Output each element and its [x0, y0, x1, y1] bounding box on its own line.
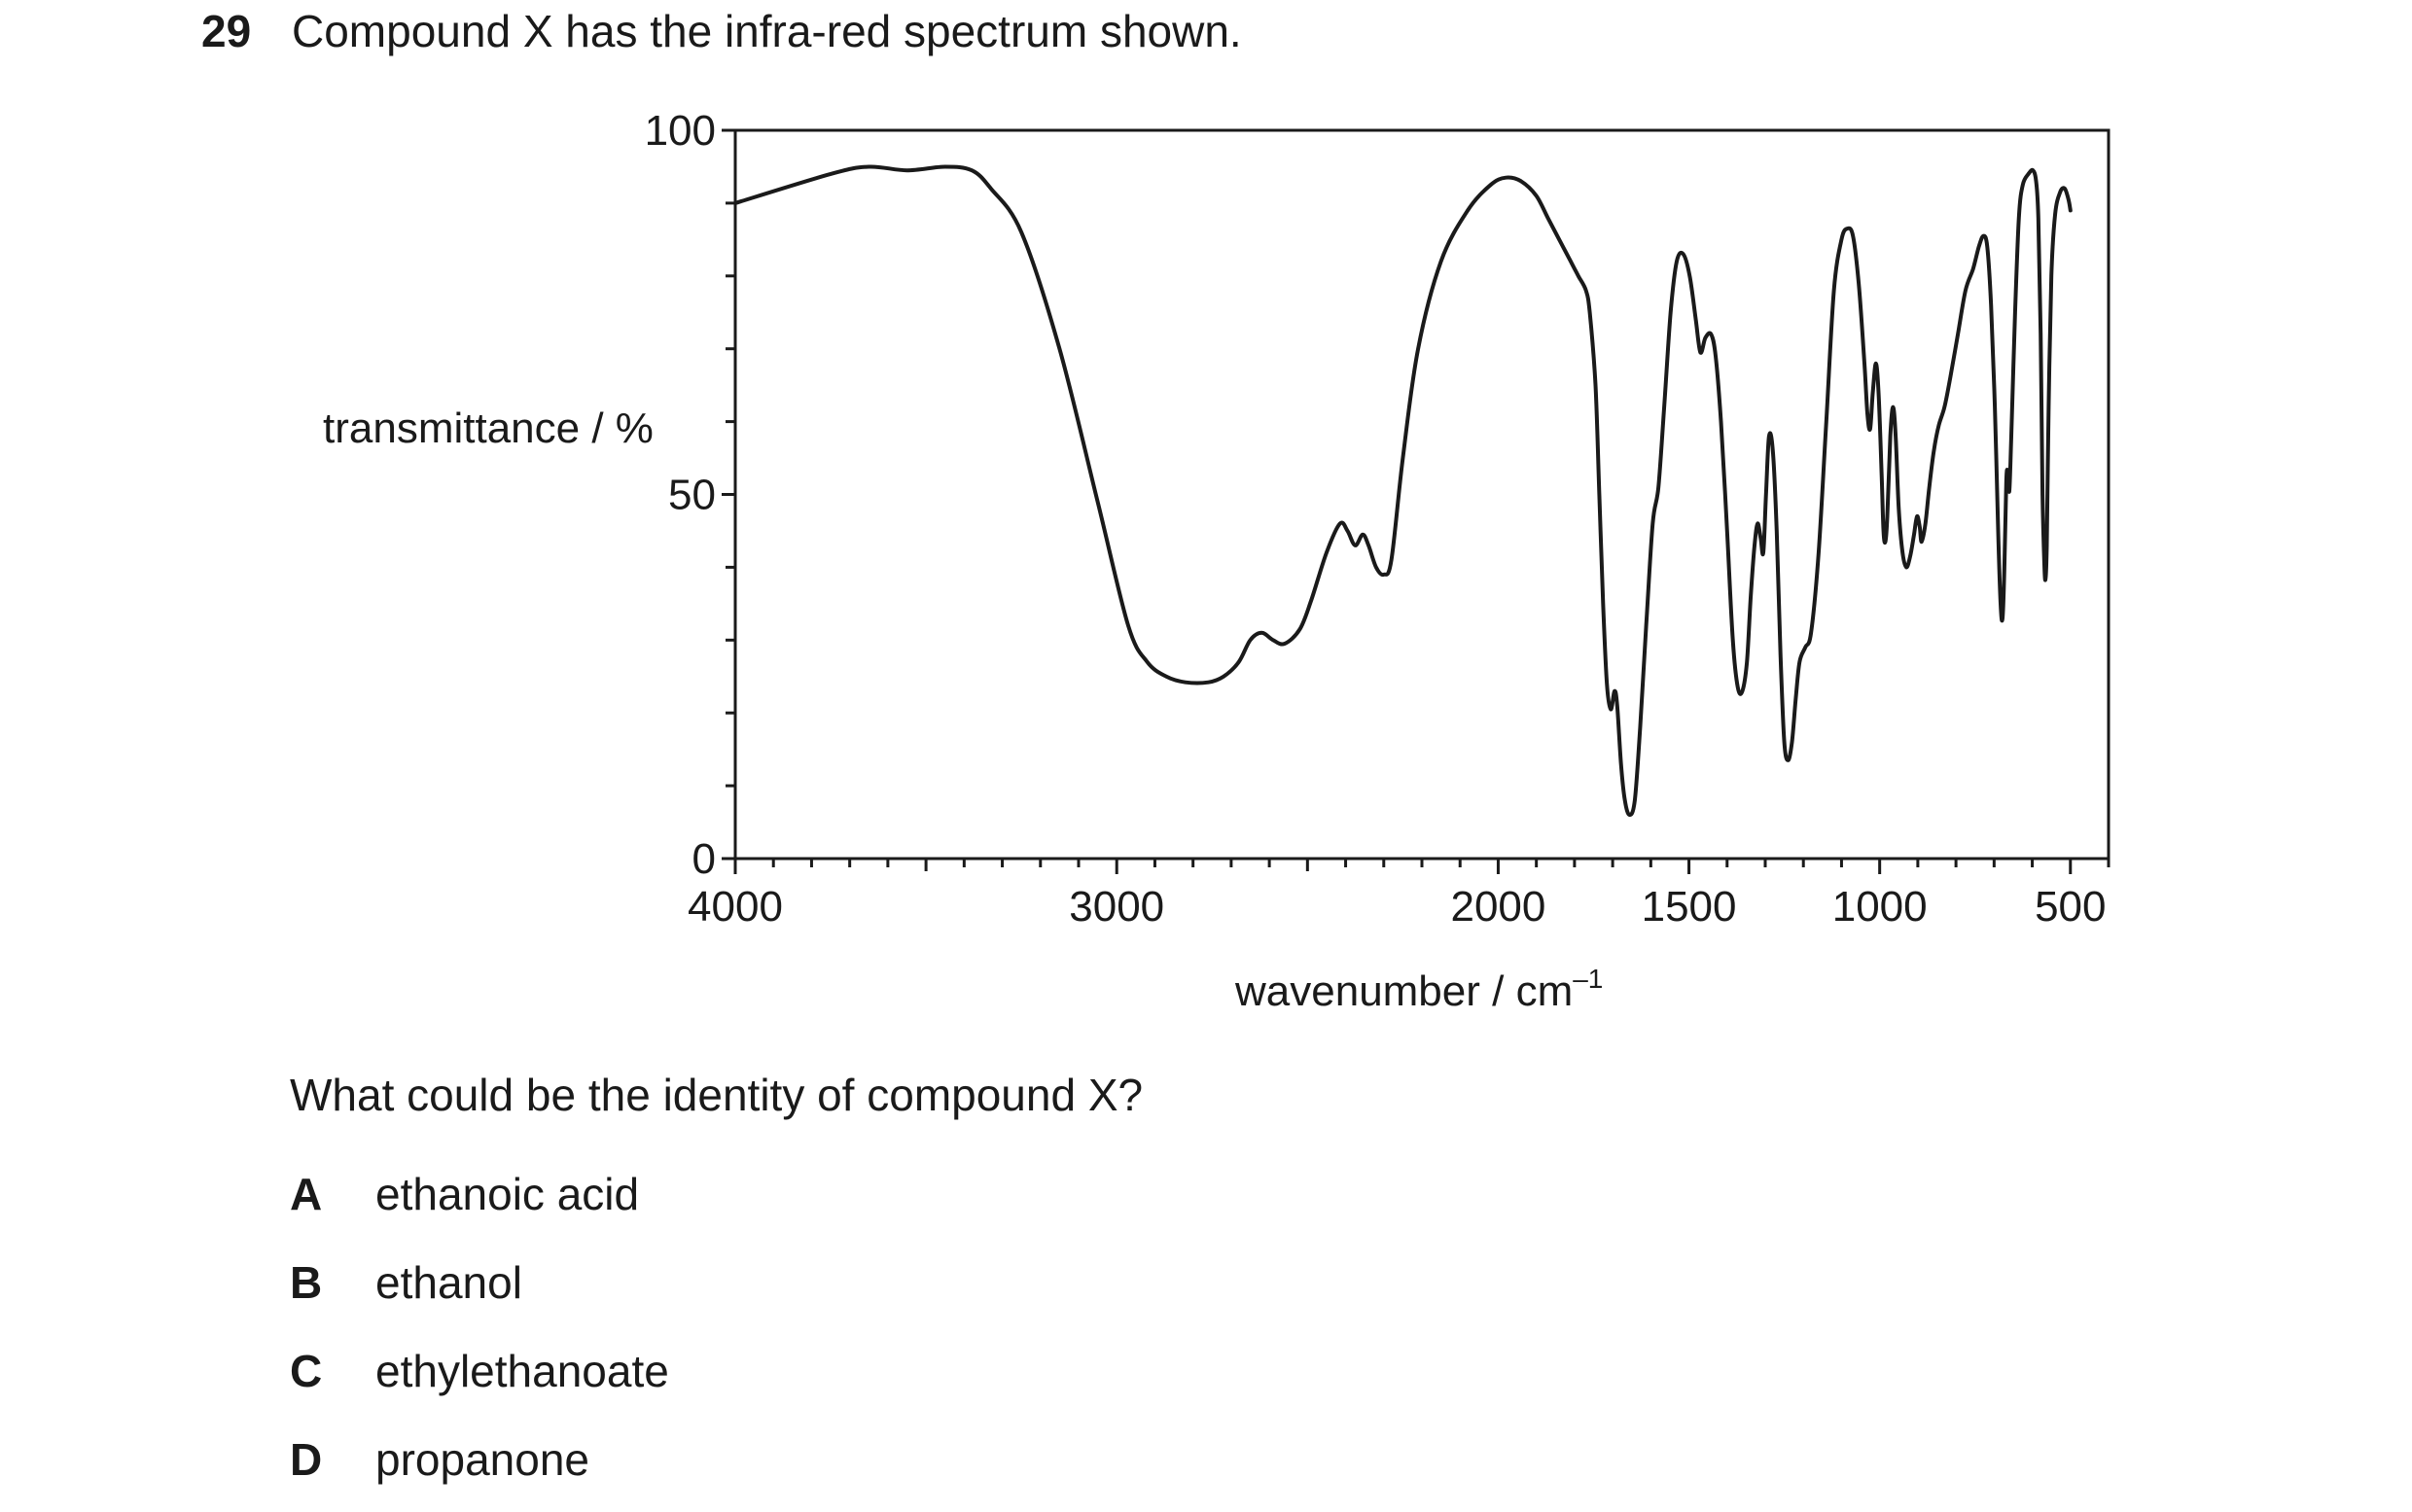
y-axis-label: transmittance / %: [323, 404, 654, 452]
x-tick-label: 1000: [1832, 883, 1928, 931]
x-tick-label: 3000: [1069, 883, 1164, 931]
plot-frame: [733, 128, 2110, 861]
option-c-letter: C: [290, 1346, 323, 1396]
option-d-text: propanone: [375, 1434, 589, 1485]
x-axis-ticks: [733, 859, 2110, 874]
spectrum-line: [733, 164, 2073, 818]
option-c-text: ethylethanoate: [375, 1346, 669, 1396]
option-b-text: ethanol: [375, 1257, 522, 1308]
y-tick-label: 100: [645, 107, 716, 155]
x-tick-label: 2000: [1450, 883, 1545, 931]
y-axis-ticks: [722, 128, 735, 861]
x-tick-label: 4000: [688, 883, 783, 931]
y-tick-label: 0: [692, 835, 716, 883]
option-d-letter: D: [290, 1434, 323, 1485]
question-header: 29 Compound X has the infra-red spectrum …: [201, 4, 1242, 58]
option-b-letter: B: [290, 1257, 323, 1308]
x-axis-label: wavenumber / cm–1: [1234, 964, 1603, 1015]
y-tick-label: 50: [668, 472, 716, 519]
y-axis-tick-labels: 0 50 100: [645, 107, 716, 883]
option-a-letter: A: [290, 1169, 323, 1219]
question-prompt: What could be the identity of compound X…: [290, 1070, 1144, 1120]
question-number: 29: [201, 6, 252, 56]
option-a-text: ethanoic acid: [375, 1169, 640, 1219]
question-text: Compound X has the infra-red spectrum sh…: [292, 6, 1242, 56]
x-axis-label-text: wavenumber / cm: [1234, 967, 1573, 1015]
x-tick-label: 500: [2035, 883, 2106, 931]
x-axis-tick-labels: 4000 3000 2000 1500 1000 500: [688, 883, 2106, 931]
x-tick-label: 1500: [1642, 883, 1737, 931]
ir-spectrum-chart: 0 50 100 4000 3000 2000 1500 1000 500 transmitt…: [323, 107, 2110, 1015]
x-axis-label-superscript: –1: [1573, 964, 1603, 994]
